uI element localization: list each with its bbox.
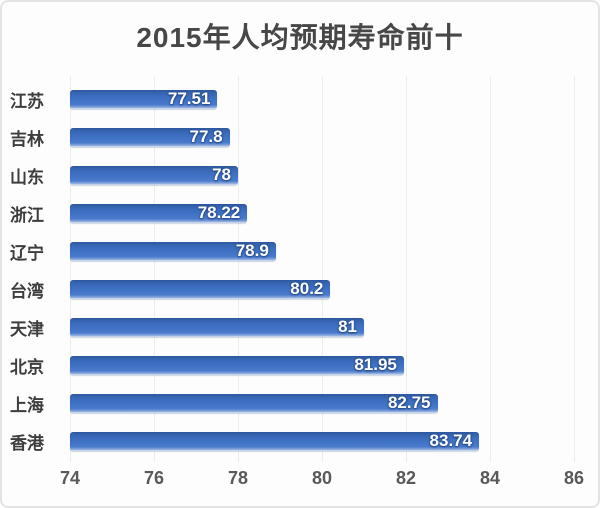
bar-row: 香港 83.74 <box>2 422 574 460</box>
category-label: 辽宁 <box>10 243 44 263</box>
bar-value-label: 77.51 <box>167 89 211 108</box>
bar-value-label: 77.8 <box>189 127 223 146</box>
gridline <box>406 76 407 462</box>
category-label: 香港 <box>10 433 44 453</box>
bar: 83.74 <box>70 431 480 451</box>
gridline <box>574 76 575 462</box>
x-axis-tick-label: 82 <box>395 468 417 488</box>
x-axis-tick-label: 86 <box>563 468 585 488</box>
bar-rows: 江苏 77.51 吉林 77.8 山东 78 浙江 78.22 <box>2 80 574 460</box>
bar: 80.2 <box>70 279 331 299</box>
bar-value-label: 78.22 <box>197 203 241 222</box>
bar-row: 江苏 77.51 <box>2 80 574 118</box>
x-axis-tick-label: 80 <box>311 468 333 488</box>
bar-row: 浙江 78.22 <box>2 194 574 232</box>
bar: 77.8 <box>70 127 230 147</box>
bar-row: 辽宁 78.9 <box>2 232 574 270</box>
bar-track: 77.8 <box>70 127 574 147</box>
gridline <box>238 76 239 462</box>
bar-track: 77.51 <box>70 89 574 109</box>
bar-track: 78.9 <box>70 241 574 261</box>
x-axis-tick-label: 74 <box>59 468 81 488</box>
bar-track: 81.95 <box>70 355 574 375</box>
plot-area: 江苏 77.51 吉林 77.8 山东 78 浙江 78.22 <box>10 76 584 488</box>
bar-row: 台湾 80.2 <box>2 270 574 308</box>
x-axis-tick-label: 78 <box>227 468 249 488</box>
bar-track: 81 <box>70 317 574 337</box>
bar-track: 78 <box>70 165 574 185</box>
gridline <box>154 76 155 462</box>
bar-value-label: 81.95 <box>354 355 397 374</box>
category-label: 北京 <box>10 357 44 377</box>
bar: 77.51 <box>70 89 218 109</box>
bar-track: 78.22 <box>70 203 574 223</box>
x-axis-tick-label: 84 <box>479 468 501 488</box>
bar-track: 80.2 <box>70 279 574 299</box>
bar-value-label: 82.75 <box>387 393 431 412</box>
category-label: 浙江 <box>10 205 44 225</box>
bar: 78.9 <box>70 241 276 261</box>
category-label: 天津 <box>10 319 44 339</box>
bar-value-label: 78.9 <box>235 241 269 260</box>
bar-row: 上海 82.75 <box>2 384 574 422</box>
category-label: 江苏 <box>10 91 44 111</box>
bar-value-label: 81 <box>338 317 357 336</box>
bar-value-label: 80.2 <box>290 279 324 298</box>
bar-row: 北京 81.95 <box>2 346 574 384</box>
bar: 78.22 <box>70 203 248 223</box>
bar-row: 天津 81 <box>2 308 574 346</box>
bar-row: 吉林 77.8 <box>2 118 574 156</box>
bar-track: 83.74 <box>70 431 574 451</box>
gridline <box>322 76 323 462</box>
x-axis-tick-label: 76 <box>143 468 165 488</box>
category-label: 上海 <box>10 395 44 415</box>
x-axis: 74 76 78 80 82 84 86 <box>60 460 584 496</box>
bar-value-label: 83.74 <box>429 431 473 450</box>
bar: 81 <box>70 317 364 337</box>
category-label: 山东 <box>10 167 44 187</box>
bar: 82.75 <box>70 393 438 413</box>
chart-title: 2015年人均预期寿命前十 <box>136 22 464 53</box>
gridline <box>70 76 71 462</box>
category-label: 台湾 <box>10 281 44 301</box>
bar: 78 <box>70 165 238 185</box>
gridlines <box>70 76 575 462</box>
category-label: 吉林 <box>10 129 44 149</box>
bar: 81.95 <box>70 355 404 375</box>
bar-track: 82.75 <box>70 393 574 413</box>
bar-row: 山东 78 <box>2 156 574 194</box>
bar-value-label: 78 <box>212 165 231 184</box>
gridline <box>490 76 491 462</box>
